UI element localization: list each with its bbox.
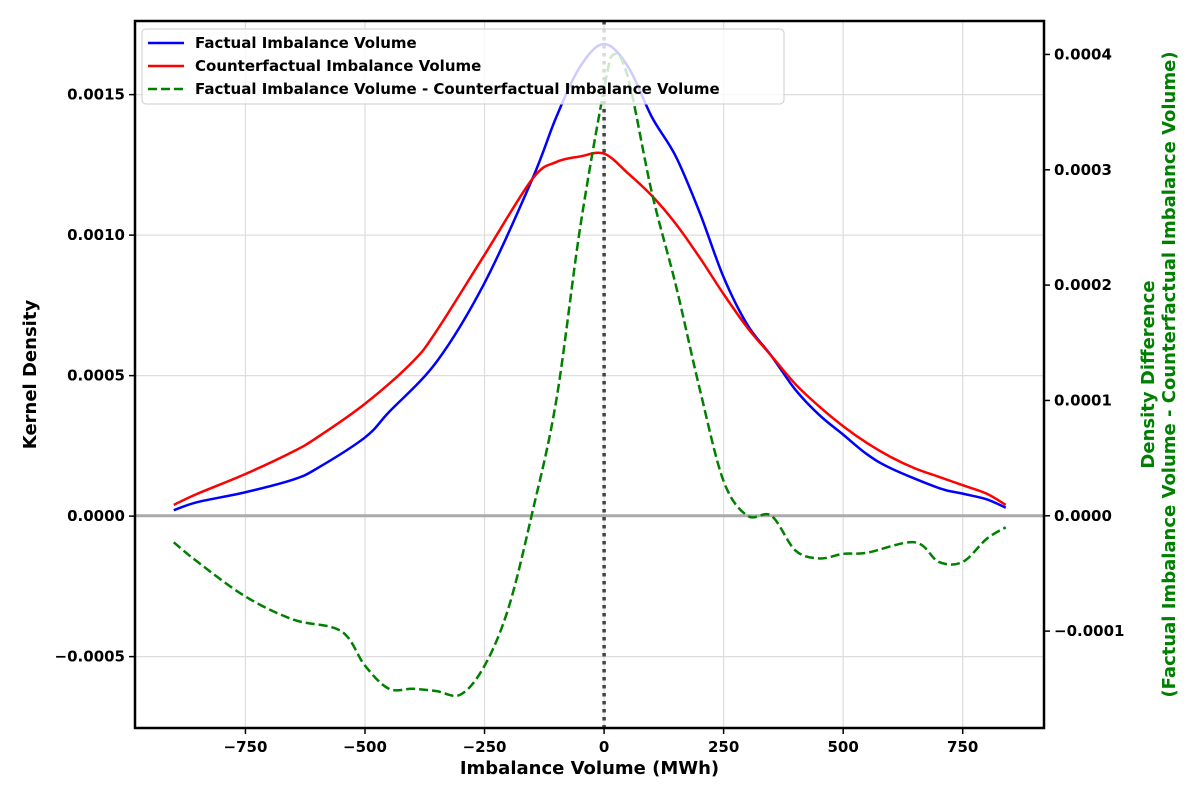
- ticks: −750 −500 −250 0 250 500 750 −0.0005 0.0000 0.000…: [55, 45, 1125, 756]
- factual-density-line: [173, 42, 1007, 512]
- y2-tick-label: −0.0001: [1054, 622, 1124, 640]
- density-difference-line: [172, 52, 1007, 698]
- legend-box: [141, 28, 785, 105]
- y-tick-label: 0.0015: [67, 86, 125, 104]
- y2-axis-label-line1: Density Difference: [1138, 280, 1159, 468]
- legend-label-counterfactual: Counterfactual Imbalance Volume: [195, 57, 481, 75]
- x-tick-label: −500: [343, 738, 387, 756]
- y2-tick-label: 0.0004: [1054, 45, 1112, 63]
- y-tick-label: −0.0005: [55, 648, 125, 666]
- counterfactual-density-line: [173, 151, 1007, 507]
- y2-tick-label: 0.0000: [1054, 507, 1112, 525]
- y-tick-label: 0.0010: [67, 226, 125, 244]
- legend-label-difference: Factual Imbalance Volume - Counterfactua…: [195, 80, 720, 98]
- y-tick-label: 0.0000: [67, 507, 125, 525]
- legend-label-factual: Factual Imbalance Volume: [195, 34, 417, 52]
- y-axis-label: Kernel Density: [20, 300, 41, 450]
- plot-frame: [133, 19, 1046, 730]
- x-tick-label: −250: [463, 738, 507, 756]
- y2-tick-label: 0.0003: [1054, 161, 1112, 179]
- x-tick-label: −750: [224, 738, 268, 756]
- grid: [135, 21, 1044, 728]
- y2-tick-label: 0.0001: [1054, 391, 1112, 409]
- x-tick-label: 0: [599, 738, 609, 756]
- x-tick-label: 750: [947, 738, 978, 756]
- series-lines: [172, 21, 1007, 728]
- x-tick-label: 500: [828, 738, 859, 756]
- y2-tick-label: 0.0002: [1054, 276, 1112, 294]
- legend: Factual Imbalance Volume Counterfactual …: [141, 28, 785, 105]
- y2-axis-label-line2: (Factual Imbalance Volume - Counterfactu…: [1159, 51, 1180, 697]
- y-tick-label: 0.0005: [67, 367, 125, 385]
- x-axis-label: Imbalance Volume (MWh): [460, 758, 719, 779]
- x-tick-label: 250: [708, 738, 739, 756]
